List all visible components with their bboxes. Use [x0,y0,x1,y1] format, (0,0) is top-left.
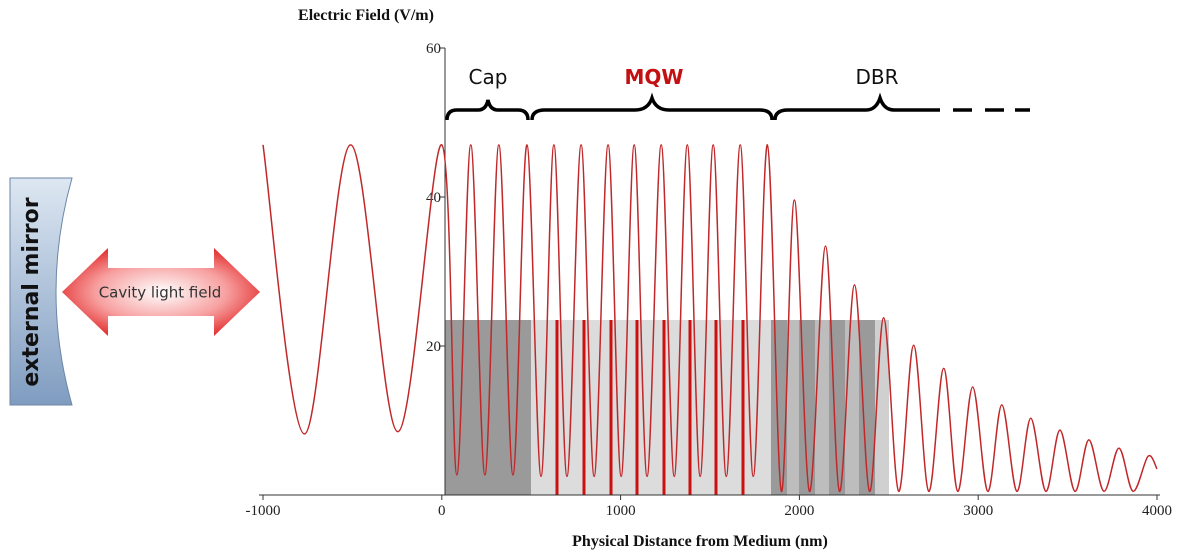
x-axis-label: Physical Distance from Medium (nm) [572,533,828,550]
x-tick-label: -1000 [246,503,281,519]
braces [445,92,1030,121]
y-tick-label: 60 [426,41,441,57]
x-tick-label: 3000 [963,503,993,519]
annotation-mirror: external mirror [19,197,44,386]
x-tick-label: 2000 [784,503,814,519]
annotation-dbr: DBR [855,65,898,89]
y-axis-label: Electric Field (V/m) [298,7,434,24]
external-mirror-shape [9,177,73,406]
annotation-mqw: MQW [625,65,684,89]
cavity-arrow [62,248,260,336]
x-tick-label: 1000 [606,503,636,519]
annotation-cap: Cap [469,65,508,89]
field-line [262,144,1158,493]
annotation-cavity: Cavity light field [99,284,222,302]
y-tick-label: 20 [426,339,441,355]
x-tick-label: 0 [438,503,446,519]
y-tick-label: 40 [426,190,441,206]
x-tick-label: 4000 [1142,503,1172,519]
